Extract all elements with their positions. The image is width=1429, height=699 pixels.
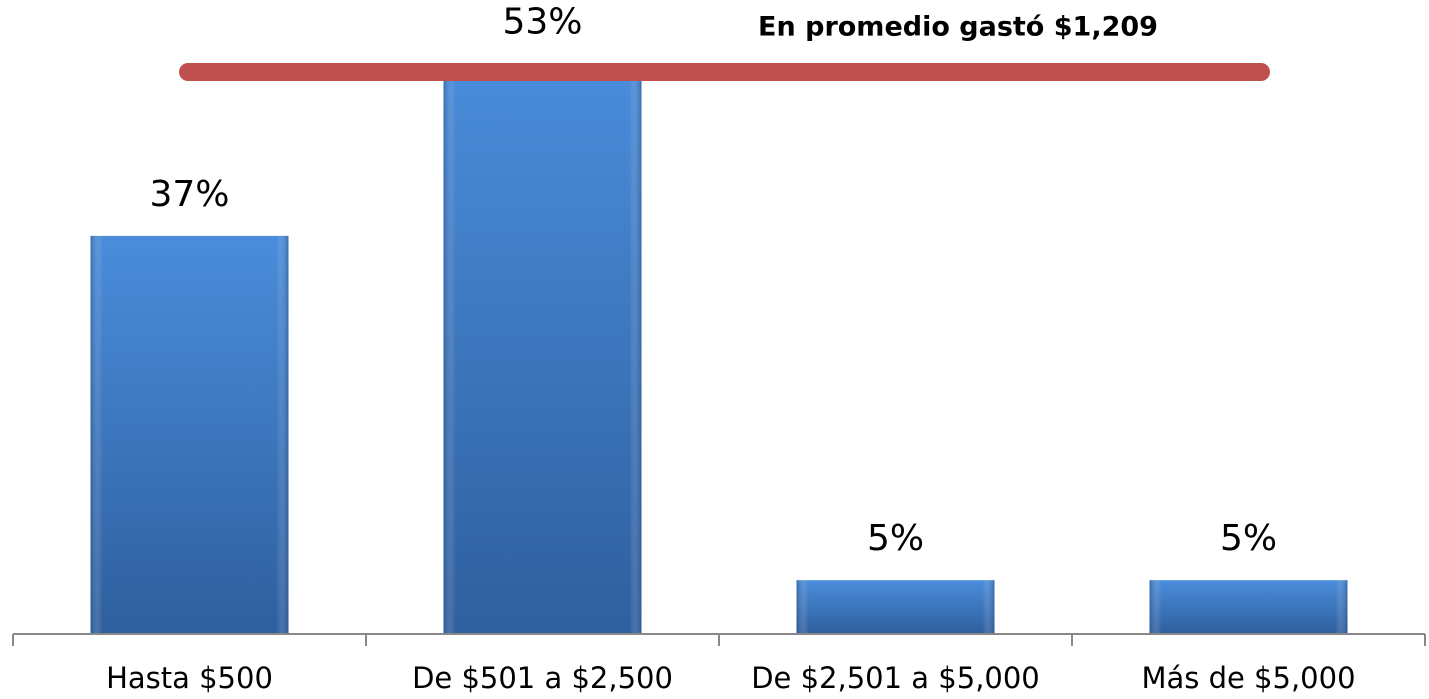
bar-shade xyxy=(443,63,642,635)
bar-shade xyxy=(90,235,289,634)
x-tick-label: Hasta $500 xyxy=(106,661,273,695)
value-label: 37% xyxy=(149,174,229,215)
bars xyxy=(90,63,1348,635)
x-tick-label: De $501 a $2,500 xyxy=(412,661,673,695)
x-tick-label: Más de $5,000 xyxy=(1141,661,1355,695)
annotation: En promedio gastó $1,209 xyxy=(758,12,1158,43)
value-label: 5% xyxy=(867,518,924,559)
value-label: 53% xyxy=(502,2,582,43)
bar-shade xyxy=(1149,580,1348,634)
bar-shade xyxy=(796,580,995,634)
value-label: 5% xyxy=(1220,518,1277,559)
x-tick-label: De $2,501 a $5,000 xyxy=(751,661,1040,695)
